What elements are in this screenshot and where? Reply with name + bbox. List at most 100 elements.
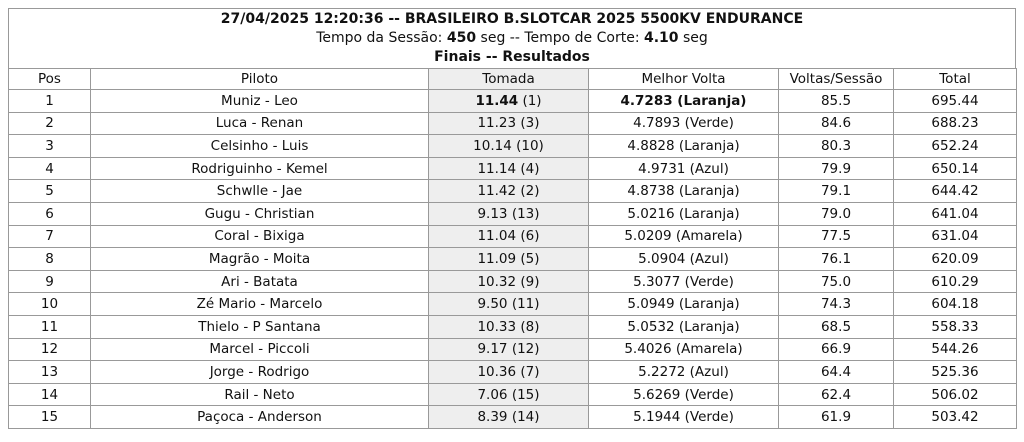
column-header: Tomada (428, 68, 589, 90)
best-lap: 4.9731 (Azul) (588, 156, 779, 181)
laps: 77.5 (778, 224, 894, 249)
pilot: Coral - Bixiga (90, 224, 429, 249)
pilot: Gugu - Christian (90, 201, 429, 226)
qualifying-time: 11.23 (477, 115, 517, 132)
best-lap: 5.0949 (Laranja) (588, 292, 779, 316)
total: 620.09 (893, 247, 1017, 271)
qualifying-time: 9.50 (477, 296, 508, 313)
qualifying-rank: (3) (520, 115, 540, 132)
best-lap: 4.8738 (Laranja) (588, 179, 779, 203)
column-header: Voltas/Sessão (778, 68, 894, 90)
qualifying: 11.23 (3) (428, 111, 589, 136)
best-lap: 5.4026 (Amarela) (588, 337, 779, 362)
label: seg -- Tempo de Corte: (480, 30, 640, 46)
qualifying: 9.17 (12) (428, 337, 589, 362)
qualifying-rank: (14) (511, 409, 540, 426)
label: seg (683, 30, 708, 46)
total: 650.14 (893, 156, 1017, 181)
laps: 61.9 (778, 405, 894, 429)
label: Tempo da Sessão: (316, 30, 443, 46)
result-row: 14 Rail - Neto 7.06 (15) 5.6269 (Verde) 62.4… (8, 382, 1017, 407)
qualifying-rank: (9) (520, 273, 540, 290)
pilot: Zé Mario - Marcelo (90, 292, 429, 316)
laps: 80.3 (778, 134, 894, 158)
qualifying-time: 10.32 (477, 273, 517, 290)
column-header: Melhor Volta (588, 68, 779, 90)
qualifying: 10.36 (7) (428, 360, 589, 384)
qualifying-time: 11.14 (477, 160, 517, 177)
position: 10 (8, 292, 91, 316)
result-row: 3 Celsinho - Luis 10.14 (10) 4.8828 (Laranj… (8, 134, 1017, 158)
position: 6 (8, 201, 91, 226)
qualifying: 11.42 (2) (428, 179, 589, 203)
result-row: 9 Ari - Batata 10.32 (9) 5.3077 (Verde) 75.0… (8, 269, 1017, 294)
total: 525.36 (893, 360, 1017, 384)
qualifying-time: 7.06 (477, 386, 508, 403)
qualifying-time: 9.17 (477, 341, 508, 358)
pilot: Magrão - Moita (90, 247, 429, 271)
result-row: 7 Coral - Bixiga 11.04 (6) 5.0209 (Amarela)… (8, 224, 1017, 249)
total: 695.44 (893, 89, 1017, 113)
result-row: 11 Thielo - P Santana 10.33 (8) 5.0532 (Lar… (8, 314, 1017, 339)
best-lap: 5.0532 (Laranja) (588, 314, 779, 339)
laps: 76.1 (778, 247, 894, 271)
total: 610.29 (893, 269, 1017, 294)
result-row: 10 Zé Mario - Marcelo 9.50 (11) 5.0949 (Lar… (8, 292, 1017, 316)
laps: 75.0 (778, 269, 894, 294)
qualifying-rank: (4) (520, 160, 540, 177)
pilot: Jorge - Rodrigo (90, 360, 429, 384)
position: 7 (8, 224, 91, 249)
result-row: 1 Muniz - Leo 11.44 (1) 4.7283 (Laranja) 85.… (8, 89, 1017, 113)
result-row: 12 Marcel - Piccoli 9.17 (12) 5.4026 (Amare… (8, 337, 1017, 362)
value: 450 (446, 30, 477, 46)
results-table: Pos Piloto Tomada Melhor Volta Voltas/Sessão… (8, 68, 1017, 429)
pilot: Paçoca - Anderson (90, 405, 429, 429)
best-lap: 5.2272 (Azul) (588, 360, 779, 384)
best-lap: 4.7893 (Verde) (588, 111, 779, 136)
result-row: 4 Rodriguinho - Kemel 11.14 (4) 4.9731 (Azu… (8, 156, 1017, 181)
pilot: Celsinho - Luis (90, 134, 429, 158)
pilot: Luca - Renan (90, 111, 429, 136)
best-lap: 5.0209 (Amarela) (588, 224, 779, 249)
total: 641.04 (893, 201, 1017, 226)
qualifying: 8.39 (14) (428, 405, 589, 429)
laps: 79.9 (778, 156, 894, 181)
qualifying: 11.44 (1) (428, 89, 589, 113)
position: 12 (8, 337, 91, 362)
laps: 79.1 (778, 179, 894, 203)
pilot: Schwlle - Jae (90, 179, 429, 203)
qualifying-time: 8.39 (477, 409, 508, 426)
qualifying: 10.32 (9) (428, 269, 589, 294)
qualifying: 11.14 (4) (428, 156, 589, 181)
best-lap: 5.6269 (Verde) (588, 382, 779, 407)
position: 2 (8, 111, 91, 136)
pilot: Muniz - Leo (90, 89, 429, 113)
laps: 66.9 (778, 337, 894, 362)
qualifying-time: 11.04 (477, 228, 517, 245)
laps: 74.3 (778, 292, 894, 316)
result-row: 6 Gugu - Christian 9.13 (13) 5.0216 (Laranj… (8, 201, 1017, 226)
qualifying-rank: (15) (511, 386, 540, 403)
qualifying-time: 10.36 (477, 363, 517, 380)
qualifying-time: 10.14 (473, 137, 512, 154)
column-header: Piloto (90, 68, 429, 90)
best-lap: 5.3077 (Verde) (588, 269, 779, 294)
result-row: 15 Paçoca - Anderson 8.39 (14) 5.1944 (Verd… (8, 405, 1017, 429)
qualifying: 11.04 (6) (428, 224, 589, 249)
pilot: Rail - Neto (90, 382, 429, 407)
best-lap: 4.7283 (Laranja) (588, 89, 779, 113)
position: 14 (8, 382, 91, 407)
laps: 79.0 (778, 201, 894, 226)
table-body: 1 Muniz - Leo 11.44 (1) 4.7283 (Laranja) 85.… (8, 89, 1017, 429)
position: 4 (8, 156, 91, 181)
qualifying-rank: (6) (520, 228, 540, 245)
laps: 62.4 (778, 382, 894, 407)
result-row: 5 Schwlle - Jae 11.42 (2) 4.8738 (Laranja) 7… (8, 179, 1017, 203)
qualifying-rank: (5) (520, 250, 540, 267)
header: 27/04/2025 12:20:36 -- BRASILEIRO B.SLOT… (8, 8, 1016, 68)
qualifying: 10.33 (8) (428, 314, 589, 339)
total: 688.23 (893, 111, 1017, 136)
pilot: Ari - Batata (90, 269, 429, 294)
best-lap: 5.0216 (Laranja) (588, 201, 779, 226)
result-row: 2 Luca - Renan 11.23 (3) 4.7893 (Verde) 84.6… (8, 111, 1017, 136)
